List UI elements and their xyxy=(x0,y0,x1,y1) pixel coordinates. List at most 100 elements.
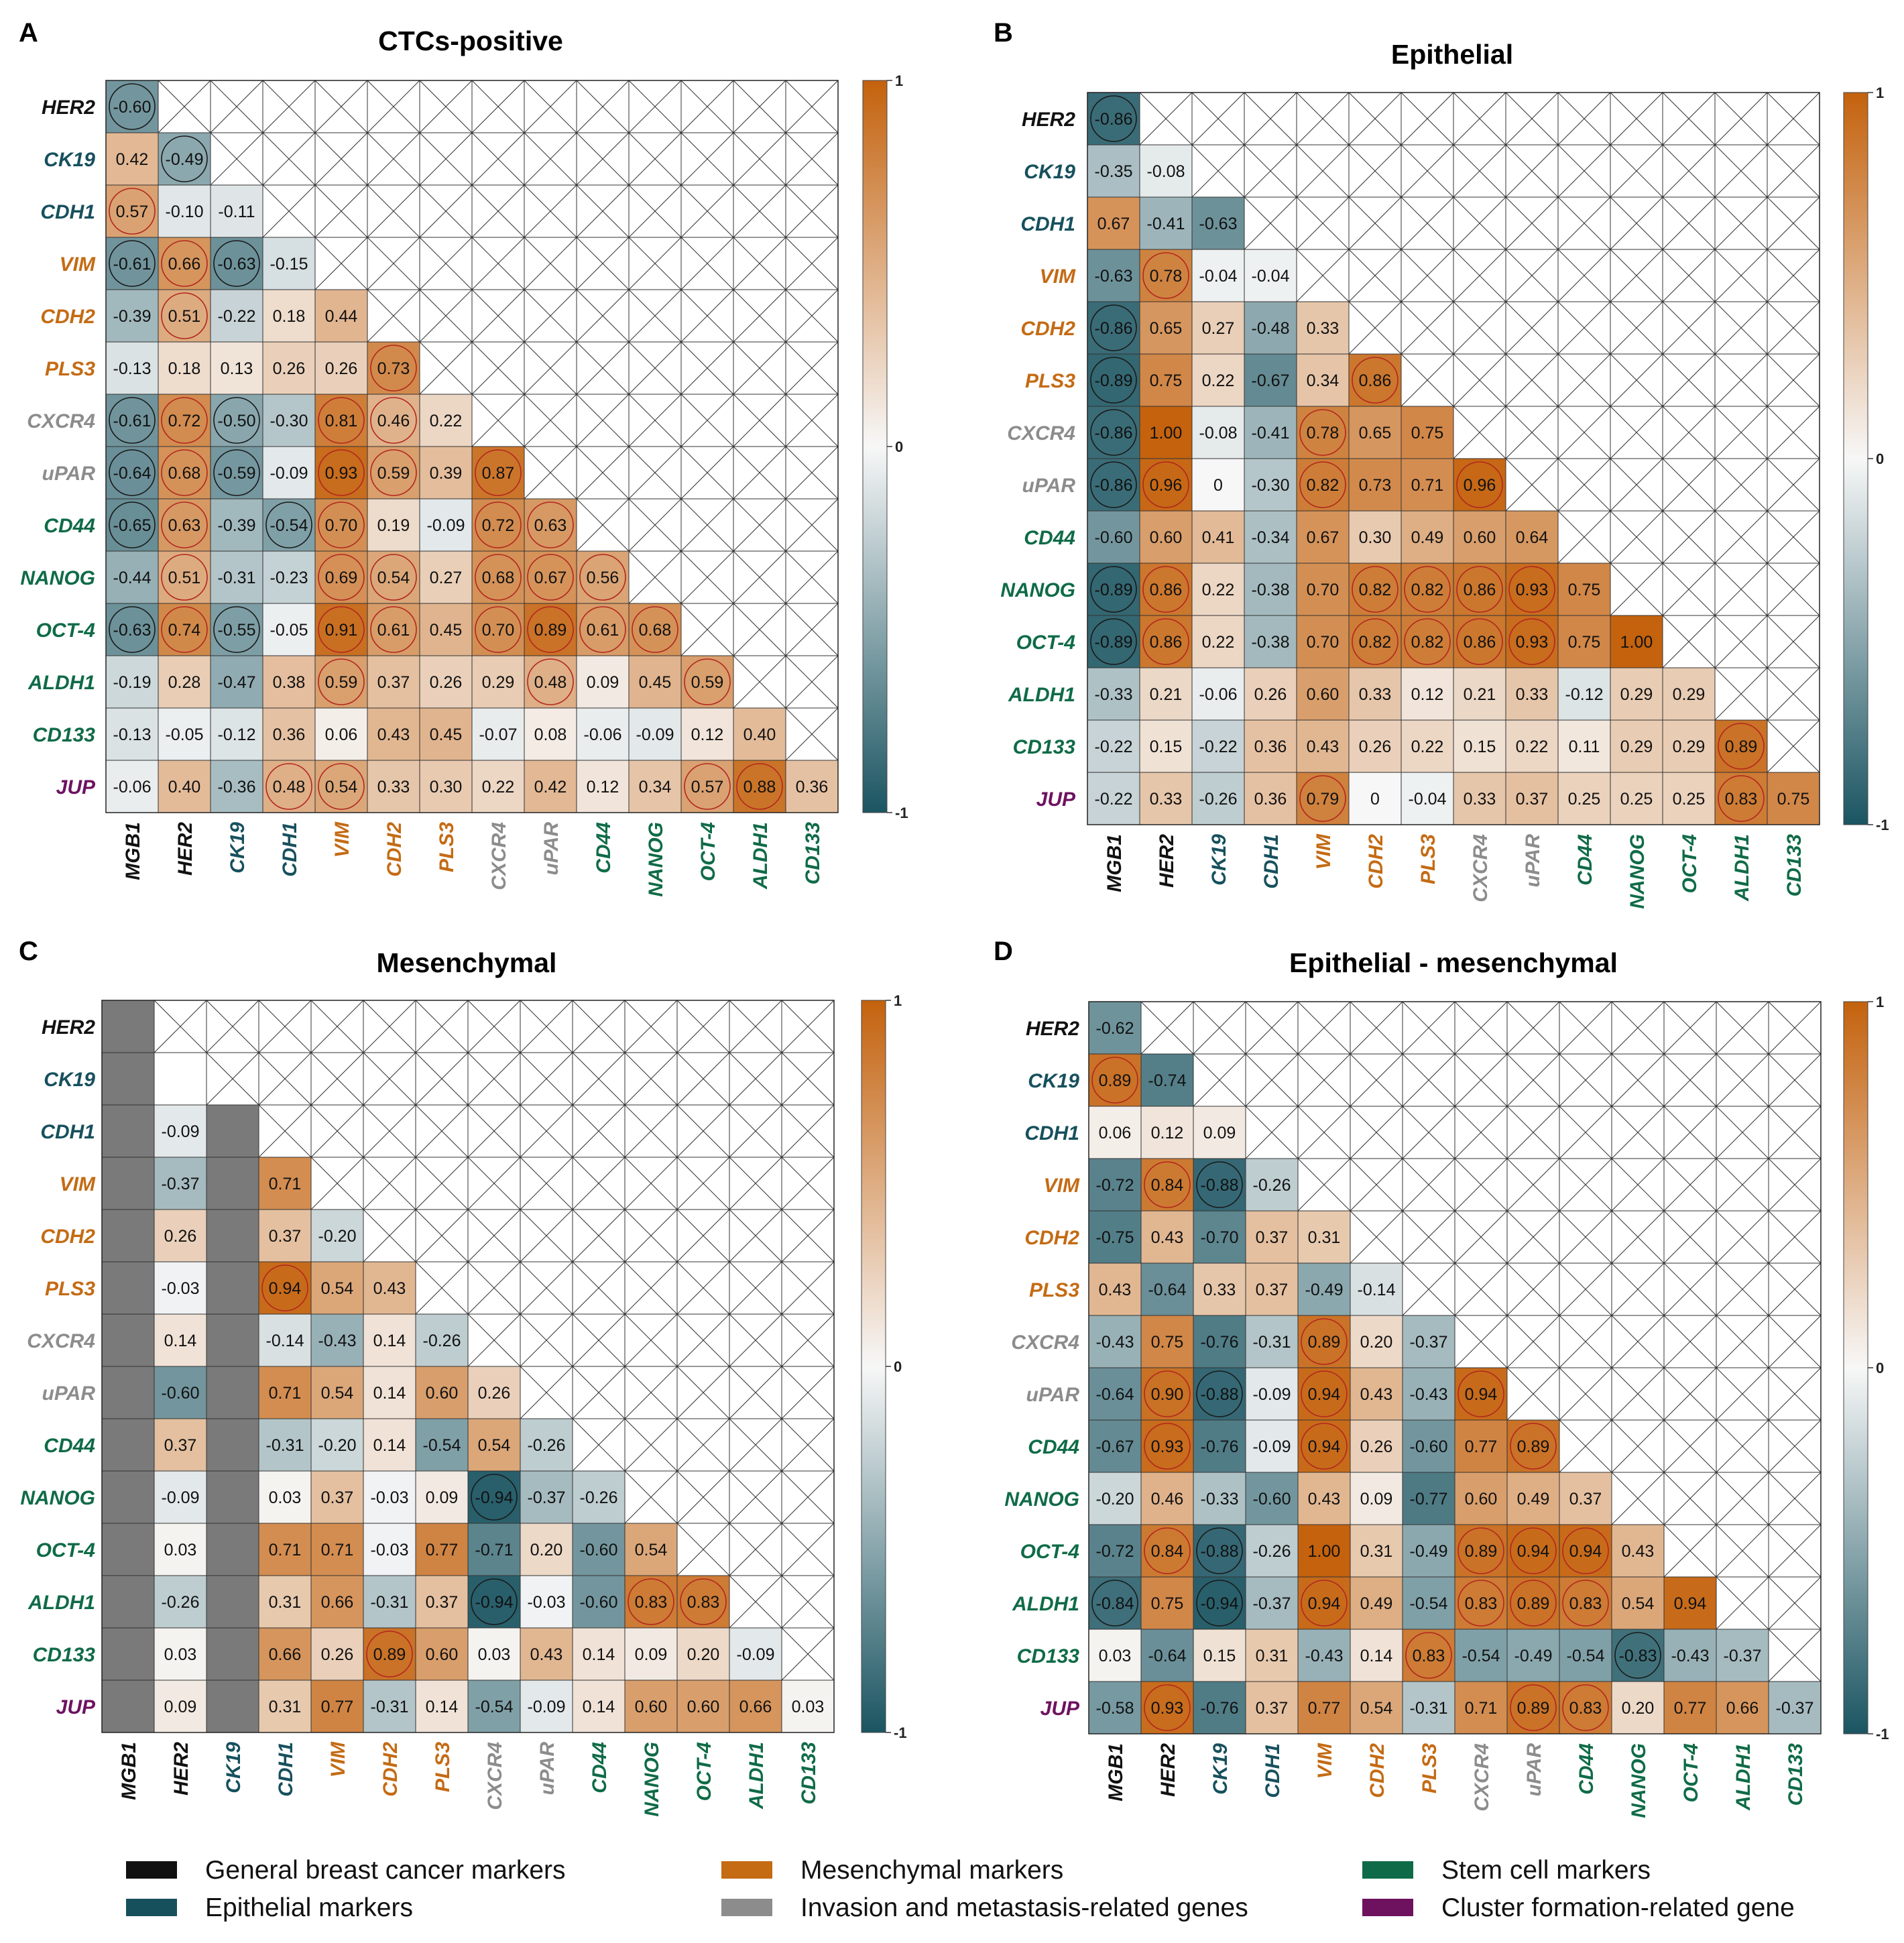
heatmap-cell xyxy=(1506,1524,1560,1578)
cell-value: 0.18 xyxy=(168,359,201,378)
row-label: uPAR xyxy=(1026,1384,1080,1406)
cross-mark xyxy=(1505,353,1559,407)
heatmap-cell xyxy=(1402,1629,1455,1682)
cell-value: -0.20 xyxy=(318,1436,357,1455)
significance-circle xyxy=(161,397,208,444)
cross-mark xyxy=(624,1104,678,1158)
heatmap-cell xyxy=(524,760,577,813)
cross-mark xyxy=(1716,1524,1769,1578)
heatmap-cell xyxy=(1140,1681,1194,1734)
cell-value: 0.64 xyxy=(1516,528,1549,547)
cell-value: 0.43 xyxy=(1360,1385,1393,1404)
cross-mark xyxy=(367,184,420,238)
cross-mark xyxy=(1402,1262,1455,1316)
cell-value: 0.96 xyxy=(1464,476,1496,495)
heatmap-cell xyxy=(1454,1629,1508,1682)
heatmap-cell xyxy=(1140,1367,1194,1421)
column-label: MGB1 xyxy=(118,1742,140,1800)
heatmap-cell xyxy=(101,1418,155,1472)
column-label: CD44 xyxy=(589,1742,611,1793)
heatmap-cell xyxy=(154,1052,207,1106)
cell-value: -0.09 xyxy=(1253,1437,1291,1456)
cell-value: -0.43 xyxy=(1671,1647,1710,1665)
cell-value: 0.60 xyxy=(426,1384,459,1403)
cross-mark xyxy=(415,1104,469,1158)
cross-mark xyxy=(1506,1367,1560,1421)
cell-value: 0.54 xyxy=(321,1279,354,1298)
heatmap-cell xyxy=(1140,1576,1194,1630)
cell-value: 0.82 xyxy=(1307,476,1340,495)
cell-value: -0.72 xyxy=(1096,1176,1134,1195)
heatmap-cell xyxy=(1506,1472,1560,1525)
cross-mark xyxy=(1348,92,1402,145)
heatmap-cell xyxy=(1296,719,1350,773)
significance-circle xyxy=(370,345,417,392)
heatmap-cell xyxy=(105,655,159,709)
colorbar-min-label: -1 xyxy=(1876,817,1889,833)
cell-value: 0 xyxy=(1213,476,1223,495)
cross-mark xyxy=(1191,144,1245,198)
column-label: ALDH1 xyxy=(1732,1743,1754,1811)
cell-value: 0.42 xyxy=(116,150,149,169)
cell-value: 0.73 xyxy=(1359,476,1392,495)
legend-swatch-mesenchymal xyxy=(721,1861,772,1879)
row-label: uPAR xyxy=(42,463,96,485)
heatmap-cell xyxy=(1454,1472,1508,1525)
cell-value: -0.84 xyxy=(1096,1594,1134,1613)
heatmap-cell xyxy=(1139,458,1193,512)
heatmap-cell xyxy=(1245,1262,1299,1316)
row-label: HER2 xyxy=(1022,109,1075,131)
heatmap-cell xyxy=(1087,249,1140,302)
cross-mark xyxy=(572,1261,626,1315)
cell-value: 0.94 xyxy=(1674,1594,1707,1613)
cell-value: 0.26 xyxy=(321,1645,354,1664)
cell-value: 0.67 xyxy=(1307,528,1340,547)
significance-circle xyxy=(318,554,365,601)
heatmap-border xyxy=(1087,92,1820,825)
cell-value: -0.94 xyxy=(475,1593,514,1612)
cell-value: 0.60 xyxy=(635,1698,668,1716)
heatmap-cell xyxy=(1088,1629,1142,1682)
significance-circle xyxy=(1404,566,1451,613)
cross-mark xyxy=(467,1209,521,1262)
cross-mark xyxy=(680,603,734,656)
cross-mark xyxy=(1296,249,1350,302)
heatmap-cell xyxy=(520,1627,573,1681)
cell-value: -0.88 xyxy=(1201,1176,1239,1195)
heatmap-cell xyxy=(158,498,211,552)
cell-value: 0.25 xyxy=(1568,790,1601,809)
cell-value: -0.86 xyxy=(1095,110,1133,129)
cross-mark xyxy=(1716,1262,1769,1316)
heatmap-cell xyxy=(524,603,577,656)
cell-value: 0.89 xyxy=(373,1645,406,1664)
significance-circle xyxy=(109,188,156,235)
cell-value: 0.22 xyxy=(1202,633,1235,652)
cell-value: -0.89 xyxy=(1095,581,1133,599)
column-label: CDH2 xyxy=(379,1742,402,1797)
cell-value: 0.26 xyxy=(478,1384,511,1403)
heatmap-cell xyxy=(1140,1524,1194,1578)
cell-value: 0.13 xyxy=(221,359,253,378)
cross-mark xyxy=(733,655,786,709)
heatmap-cell xyxy=(676,1575,730,1629)
legend-swatch-epithelial xyxy=(126,1899,177,1916)
heatmap-cell xyxy=(1245,1681,1299,1734)
cross-mark xyxy=(1714,406,1768,459)
heatmap-cell xyxy=(1191,458,1245,512)
cell-value: 0.22 xyxy=(482,778,515,797)
cross-mark xyxy=(576,132,630,186)
cell-value: 0.21 xyxy=(1150,685,1183,704)
heatmap-panel-d: D Epithelial - mesenchymal -0.62 0.89 -0.74 0… xyxy=(994,937,1889,1818)
cell-value: 0.89 xyxy=(1517,1594,1550,1613)
heatmap-cell xyxy=(1454,1367,1508,1421)
cross-mark xyxy=(1716,1158,1769,1212)
cell-value: -0.37 xyxy=(162,1175,200,1193)
cell-value: -0.43 xyxy=(1410,1385,1448,1404)
cross-mark xyxy=(471,132,525,186)
cell-value: 0.86 xyxy=(1150,633,1183,652)
heatmap-cell xyxy=(1087,458,1140,512)
cell-value: -0.06 xyxy=(584,725,622,744)
heatmap-cell xyxy=(415,1575,469,1629)
cell-value: 0.60 xyxy=(1307,685,1340,704)
heatmap-cell xyxy=(1662,667,1716,721)
